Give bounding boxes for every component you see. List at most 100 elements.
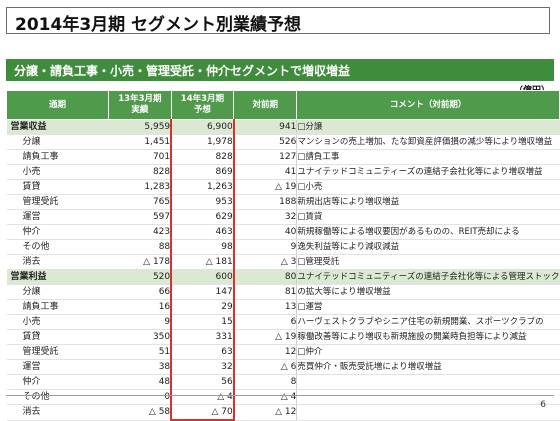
header-fy13-line1: 13年3月期	[118, 94, 162, 104]
table-row: 運営 597 629 32 □賃貸	[6, 209, 560, 225]
fy14-value: 15	[170, 314, 235, 330]
comment-text: □請負工事	[296, 149, 560, 165]
table-row: 管理受託 51 63 12 □仲介	[6, 344, 560, 360]
row-label: 営業収益	[6, 119, 109, 135]
fy14-value: △ 70	[170, 404, 235, 421]
fy13-value: 5,959	[108, 119, 172, 135]
fy14-value: 869	[170, 164, 235, 180]
yoy-value: 526	[233, 134, 297, 150]
yoy-value: 32	[233, 209, 297, 225]
yoy-value: 40	[233, 224, 297, 240]
table-row: 管理受託 765 953 188 新規出店等により増収増益	[6, 194, 560, 210]
header-comment: コメント（対前期）	[296, 90, 560, 120]
yoy-value: 9	[233, 239, 297, 255]
comment-text: 逸失利益等により減収減益	[296, 239, 560, 255]
table-row: その他 88 98 9 逸失利益等により減収減益	[6, 239, 560, 255]
row-label: 分譲	[6, 284, 109, 300]
fy13-value: 701	[108, 149, 172, 165]
row-label: 消去	[6, 254, 109, 270]
comment-text	[296, 404, 560, 421]
fy13-value: 597	[108, 209, 172, 225]
comment-text: □小売	[296, 179, 560, 195]
row-label: 営業利益	[6, 269, 109, 285]
table-row: 運営 38 32 △ 6 売買仲介・販売受託増により増収増益	[6, 359, 560, 375]
fy13-value: 66	[108, 284, 172, 300]
comment-text: マンションの売上増加、たな卸資産評価損の減少等により増収増益	[296, 134, 560, 150]
fy13-value: 1,283	[108, 179, 172, 195]
yoy-value: △ 12	[233, 404, 297, 421]
row-label: 運営	[6, 359, 109, 375]
yoy-value: 41	[233, 164, 297, 180]
title-box: 2014年3月期 セグメント別業績予想	[6, 7, 550, 35]
subtitle-banner: 分譲・請負工事・小売・管理受託・仲介セグメントで増収増益	[6, 59, 554, 81]
fy13-value: △ 58	[108, 404, 172, 421]
comment-text	[296, 374, 560, 390]
fy14-value: 331	[170, 329, 235, 345]
fy13-value: 38	[108, 359, 172, 375]
row-label: 運営	[6, 209, 109, 225]
yoy-value: △ 3	[233, 254, 297, 270]
fy13-value: 9	[108, 314, 172, 330]
table-row: 分譲 1,451 1,978 526 マンションの売上増加、たな卸資産評価損の減少等によ…	[6, 134, 560, 150]
table-header-row: 通期 13年3月期 実績 14年3月期 予想 対前期 コメント（対前期）	[5, 90, 560, 120]
comment-text: 売買仲介・販売受託増により増収増益	[296, 359, 560, 375]
fy14-value: 29	[170, 299, 235, 315]
header-fy14: 14年3月期 予想	[170, 90, 235, 120]
fy14-value: 1,978	[170, 134, 235, 150]
yoy-value: 12	[233, 344, 297, 360]
table-row: 消去 △ 178 △ 181 △ 3 □管理受託	[6, 254, 560, 270]
yoy-value: △ 19	[233, 329, 297, 345]
fy14-value: 98	[170, 239, 235, 255]
fy13-value: △ 178	[108, 254, 172, 270]
row-label: 管理受託	[6, 194, 109, 210]
row-label: 消去	[6, 404, 109, 421]
row-label: 賃貸	[6, 329, 109, 345]
fy13-value: 350	[108, 329, 172, 345]
comment-text: □分譲	[296, 119, 560, 135]
table-row: 小売 9 15 6 ハーヴェストクラブやシニア住宅の新規開業、スポーツクラブの	[6, 314, 560, 330]
fy14-value: △ 181	[170, 254, 235, 270]
yoy-value: 80	[233, 269, 297, 285]
fy14-value: 1,263	[170, 179, 235, 195]
comment-text: ユナイテッドコミュニティーズの連結子会社化等により増収増益	[296, 164, 560, 180]
fy13-value: 1,451	[108, 134, 172, 150]
table-row: 小売 828 869 41 ユナイテッドコミュニティーズの連結子会社化等により増収増益	[6, 164, 560, 180]
comment-text: □賃貸	[296, 209, 560, 225]
fy14-value: △ 4	[170, 389, 235, 405]
comment-text: 新規稼働等による増収要因があるものの、REIT売却による	[296, 224, 560, 240]
header-period: 通期	[5, 90, 110, 120]
page-title: 2014年3月期 セグメント別業績予想	[15, 15, 302, 35]
fy13-value: 520	[108, 269, 172, 285]
yoy-value: 6	[233, 314, 297, 330]
header-fy13: 13年3月期 実績	[108, 90, 172, 120]
comment-text: □仲介	[296, 344, 560, 360]
table-row: その他 0 △ 4 △ 4	[6, 389, 560, 405]
row-label: 賃貸	[6, 179, 109, 195]
fy14-value: 463	[170, 224, 235, 240]
fy14-value: 56	[170, 374, 235, 390]
header-yoy: 対前期	[233, 90, 298, 120]
header-fy13-line2: 実績	[131, 105, 149, 115]
row-label: その他	[6, 389, 109, 405]
header-fy14-line2: 予想	[193, 105, 211, 115]
table-row: 賃貸 1,283 1,263 △ 19 □小売	[6, 179, 560, 195]
yoy-value: △ 4	[233, 389, 297, 405]
fy14-value: 600	[170, 269, 235, 285]
comment-text: □運営	[296, 299, 560, 315]
yoy-value: 941	[233, 119, 297, 135]
comment-text: 稼働改善等により増収も新規施設の開業時負担等により減益	[296, 329, 560, 345]
fy14-value: 828	[170, 149, 235, 165]
fy14-value: 953	[170, 194, 235, 210]
row-label: 小売	[6, 164, 109, 180]
row-label: 請負工事	[6, 149, 109, 165]
fy14-value: 63	[170, 344, 235, 360]
comment-text: の拡大等により増収増益	[296, 284, 560, 300]
yoy-value: 13	[233, 299, 297, 315]
fy13-value: 51	[108, 344, 172, 360]
row-label: 請負工事	[6, 299, 109, 315]
yoy-value: 127	[233, 149, 297, 165]
row-label: 仲介	[6, 374, 109, 390]
comment-text: ハーヴェストクラブやシニア住宅の新規開業、スポーツクラブの	[296, 314, 560, 330]
fy14-value: 32	[170, 359, 235, 375]
table-row: 分譲 66 147 81 の拡大等により増収増益	[6, 284, 560, 300]
